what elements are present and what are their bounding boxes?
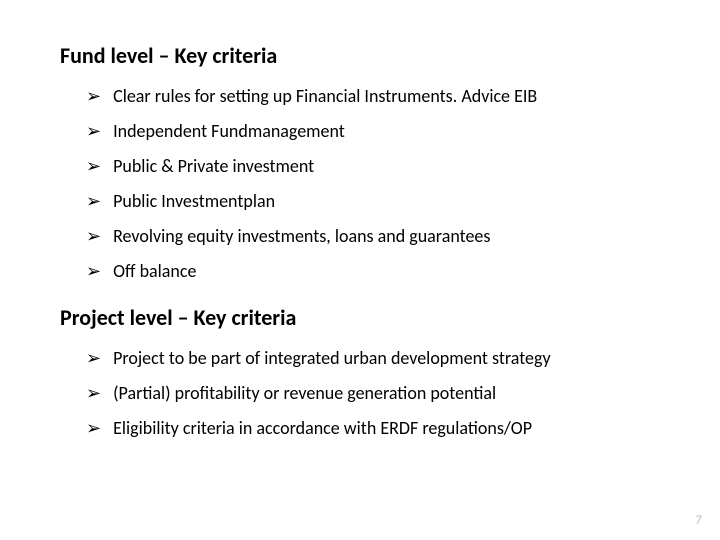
list-item: ➢ Revolving equity investments, loans an…	[86, 225, 660, 247]
list-item: ➢ Independent Fundmanagement	[86, 120, 660, 142]
list-item-text: Eligibility criteria in accordance with …	[113, 417, 532, 439]
list-item: ➢ Off balance	[86, 260, 660, 282]
list-item-text: Public Investmentplan	[113, 190, 275, 212]
list-fund-level: ➢ Clear rules for setting up Financial I…	[60, 85, 660, 282]
list-item: ➢ Public & Private investment	[86, 155, 660, 177]
list-item: ➢ Eligibility criteria in accordance wit…	[86, 417, 660, 439]
arrow-icon: ➢	[86, 85, 101, 107]
arrow-icon: ➢	[86, 260, 101, 282]
section-project-level: Project level – Key criteria ➢ Project t…	[60, 304, 660, 439]
list-item: ➢ (Partial) profitability or revenue gen…	[86, 382, 660, 404]
arrow-icon: ➢	[86, 120, 101, 142]
arrow-icon: ➢	[86, 347, 101, 369]
list-project-level: ➢ Project to be part of integrated urban…	[60, 347, 660, 439]
list-item-text: Clear rules for setting up Financial Ins…	[113, 85, 537, 107]
list-item: ➢ Clear rules for setting up Financial I…	[86, 85, 660, 107]
heading-project-level: Project level – Key criteria	[60, 304, 660, 331]
list-item: ➢ Project to be part of integrated urban…	[86, 347, 660, 369]
arrow-icon: ➢	[86, 155, 101, 177]
list-item-text: Revolving equity investments, loans and …	[113, 225, 490, 247]
heading-fund-level: Fund level – Key criteria	[60, 42, 660, 69]
list-item-text: Public & Private investment	[113, 155, 314, 177]
arrow-icon: ➢	[86, 225, 101, 247]
arrow-icon: ➢	[86, 382, 101, 404]
list-item-text: Project to be part of integrated urban d…	[113, 347, 551, 369]
page-number: 7	[695, 513, 702, 528]
section-fund-level: Fund level – Key criteria ➢ Clear rules …	[60, 42, 660, 282]
arrow-icon: ➢	[86, 190, 101, 212]
arrow-icon: ➢	[86, 417, 101, 439]
list-item: ➢ Public Investmentplan	[86, 190, 660, 212]
list-item-text: Off balance	[113, 260, 196, 282]
list-item-text: (Partial) profitability or revenue gener…	[113, 382, 496, 404]
list-item-text: Independent Fundmanagement	[113, 120, 345, 142]
